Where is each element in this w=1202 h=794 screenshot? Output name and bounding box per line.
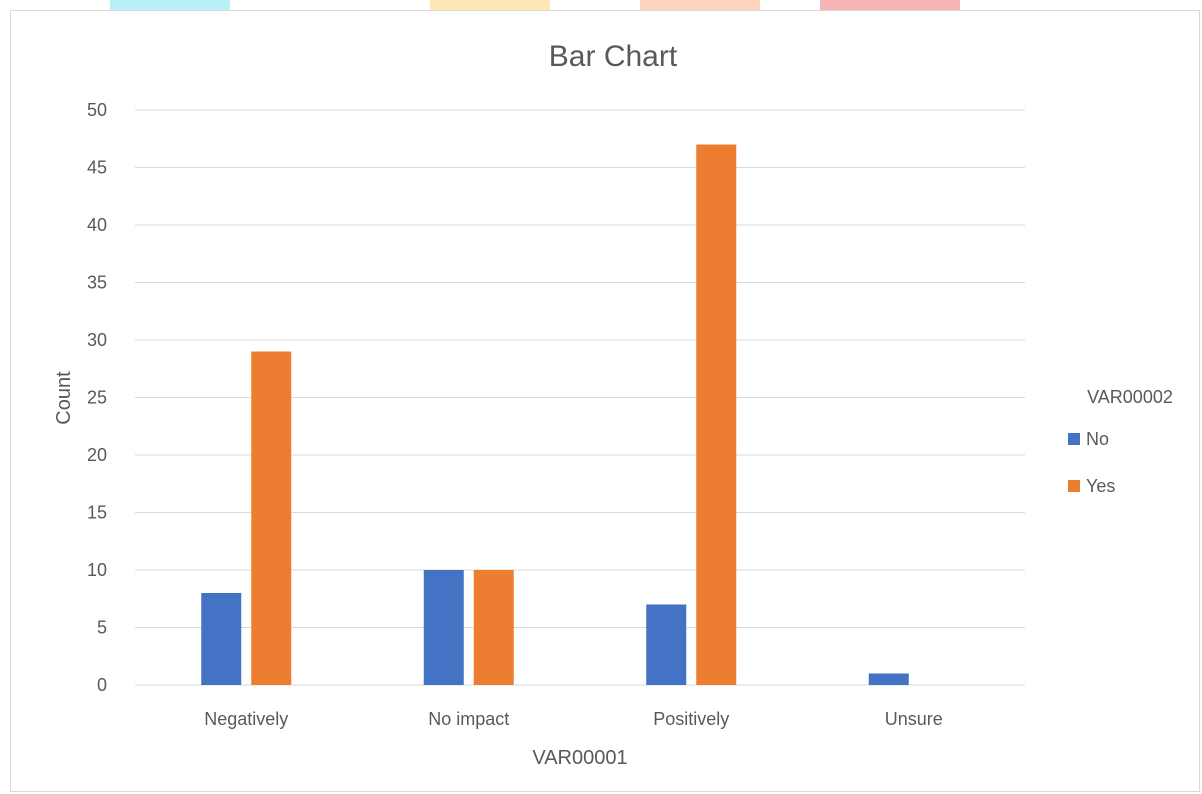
strip-block-yellow [430, 0, 550, 12]
legend-label-no: No [1086, 429, 1109, 449]
bar-yes [696, 144, 737, 685]
bar-yes [251, 351, 292, 685]
bar-no [423, 570, 464, 685]
bar-no [646, 604, 687, 685]
x-tick-label: No impact [428, 709, 509, 729]
y-tick-label: 10 [87, 560, 107, 580]
y-axis-label: Count [53, 371, 75, 425]
x-tick-label: Unsure [885, 709, 943, 729]
y-tick-label: 45 [87, 158, 107, 178]
y-tick-label: 35 [87, 273, 107, 293]
bars [201, 144, 909, 685]
legend-swatch-no [1068, 433, 1080, 445]
decorative-top-strip [0, 0, 1202, 12]
x-axis-label: VAR00001 [532, 747, 627, 769]
x-tick-label: Positively [653, 709, 729, 729]
legend-title: VAR00002 [1087, 387, 1173, 407]
bar-yes [473, 570, 514, 685]
y-tick-label: 15 [87, 503, 107, 523]
y-tick-label: 30 [87, 330, 107, 350]
legend: VAR00002 No Yes [1068, 387, 1173, 496]
y-tick-label: 25 [87, 388, 107, 408]
strip-block-red [820, 0, 960, 12]
y-tick-label: 20 [87, 445, 107, 465]
y-tick-label: 50 [87, 100, 107, 120]
x-tick-label: Negatively [204, 709, 288, 729]
legend-swatch-yes [1068, 480, 1080, 492]
y-tick-label: 40 [87, 215, 107, 235]
bar-no [201, 593, 242, 685]
y-tick-label: 5 [97, 618, 107, 638]
legend-label-yes: Yes [1086, 476, 1115, 496]
bar-no [868, 673, 909, 685]
y-tick-labels: 0 5 10 15 20 25 30 35 40 45 50 [87, 100, 107, 695]
x-tick-labels: Negatively No impact Positively Unsure [204, 709, 943, 729]
y-tick-label: 0 [97, 675, 107, 695]
strip-block-orange [640, 0, 760, 12]
strip-block-cyan [110, 0, 230, 12]
chart-title: Bar Chart [549, 40, 678, 73]
